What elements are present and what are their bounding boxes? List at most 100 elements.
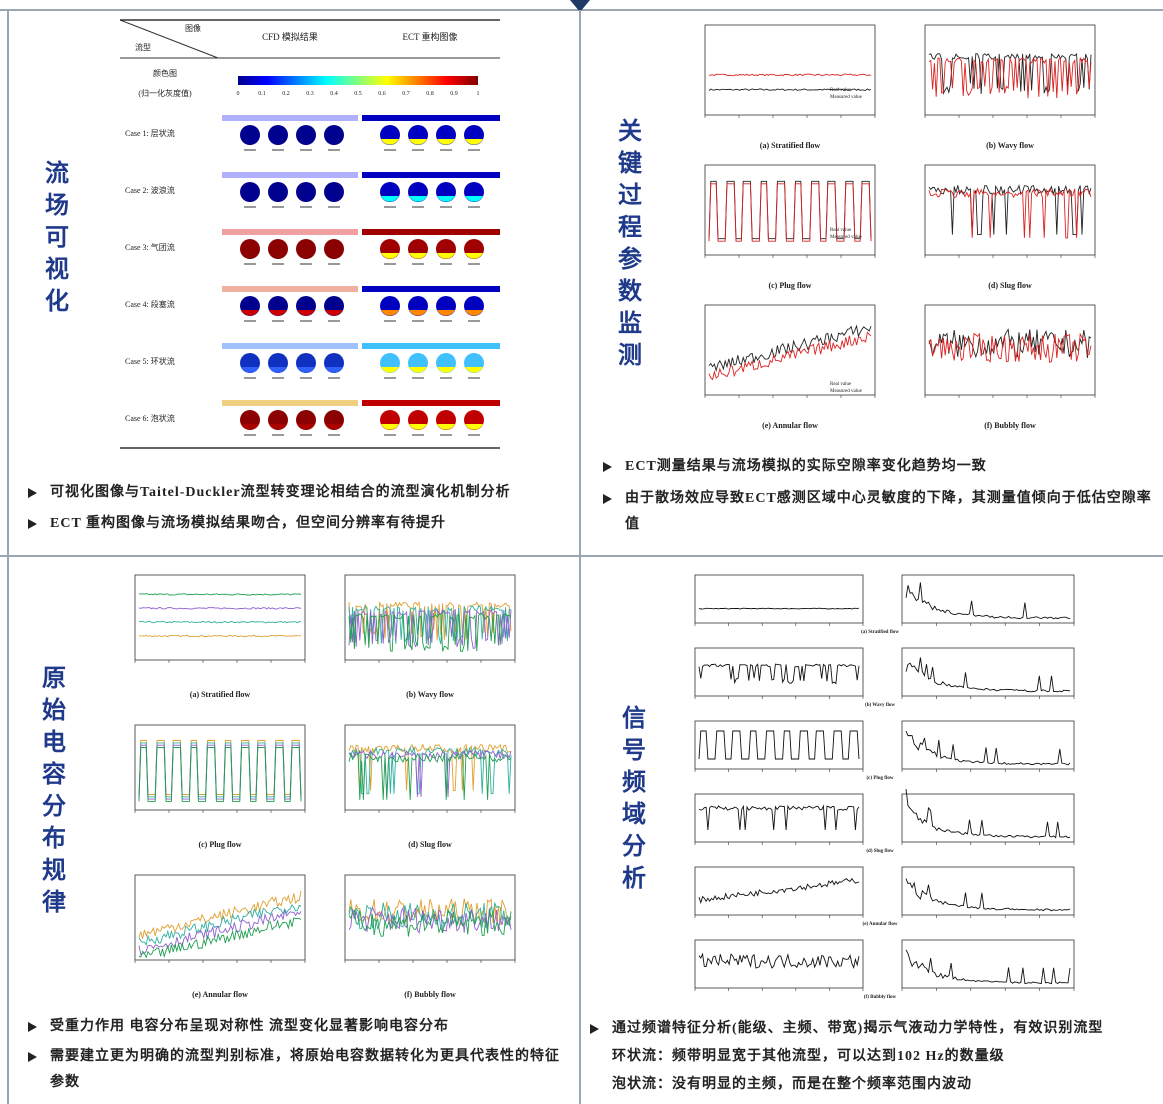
chart-caption: (c) Plug flow: [198, 840, 241, 849]
cross-section-phase: [381, 424, 399, 430]
colorbar-tick: 0.5: [354, 91, 362, 97]
cross-section-phase: [297, 367, 315, 373]
section-title: 流场可视化: [41, 160, 70, 320]
cross-section-caption: [244, 263, 256, 265]
ect-strip: [362, 343, 500, 349]
colorbar: [238, 76, 478, 85]
cross-section-phase: [241, 424, 259, 430]
cross-section-phase: [325, 196, 343, 202]
chart-caption: (d) Slug flow: [408, 840, 452, 849]
cross-section-phase: [465, 424, 483, 430]
chart-caption: (e) Annular flow: [192, 990, 248, 999]
ect-strip: [362, 229, 500, 235]
cross-section-caption: [384, 149, 396, 151]
mini-chart-frame: [695, 794, 863, 842]
cross-section-caption: [440, 320, 452, 322]
chart-caption: (d) Slug flow: [866, 849, 894, 854]
cross-section-caption: [468, 149, 480, 151]
mini-chart-frame: [695, 721, 863, 769]
cross-section-phase: [241, 196, 259, 202]
cross-section-caption: [468, 263, 480, 265]
cross-section-phase: [409, 367, 427, 373]
cross-section-caption: [468, 206, 480, 208]
chart-caption: (a) Stratified flow: [760, 141, 821, 150]
chart-caption: (b) Wavy flow: [865, 703, 895, 708]
case-label: Case 6: 泡状流: [125, 413, 175, 423]
cross-section-caption: [384, 320, 396, 322]
chart-caption: (e) Annular flow: [762, 421, 818, 430]
chart-caption: (e) Annular flow: [863, 922, 898, 927]
cross-section-phase: [269, 139, 287, 145]
cross-section-caption: [468, 320, 480, 322]
case-label: Case 3: 气团流: [125, 242, 175, 252]
bullet: ECT 重构图像与流场模拟结果吻合，但空间分辨率有待提升: [50, 511, 570, 537]
cross-section-caption: [328, 206, 340, 208]
ect-strip: [362, 115, 500, 121]
cross-section-caption: [328, 149, 340, 151]
cross-section-phase: [325, 253, 343, 259]
ect-strip: [362, 400, 500, 406]
mini-chart-frame: [695, 867, 863, 915]
cross-section-caption: [244, 434, 256, 436]
cross-section-caption: [412, 263, 424, 265]
cross-section-caption: [440, 263, 452, 265]
cross-section-caption: [468, 434, 480, 436]
colorbar-tick: 0.4: [330, 91, 338, 97]
cross-section-phase: [381, 367, 399, 373]
cross-section-phase: [409, 310, 427, 316]
cross-section-caption: [440, 149, 452, 151]
colormap-label: 颜色图: [153, 68, 177, 78]
colorbar-tick: 0: [237, 91, 240, 97]
mini-chart-frame: [345, 725, 515, 810]
table-diagonal: [120, 20, 218, 58]
cross-section-phase: [241, 310, 259, 316]
mini-chart-frame: [705, 25, 875, 115]
cross-section-phase: [297, 139, 315, 145]
table-header: ECT 重构图像: [402, 31, 457, 42]
cross-section-phase: [409, 253, 427, 259]
cross-section-caption: [384, 434, 396, 436]
chart-caption: (d) Slug flow: [988, 281, 1032, 290]
ect-strip: [362, 286, 500, 292]
cross-section-phase: [269, 424, 287, 430]
cross-section-phase: [325, 367, 343, 373]
cross-section-phase: [241, 253, 259, 259]
cross-section-phase: [381, 196, 399, 202]
mini-chart-frame: [345, 875, 515, 960]
chart-caption: (f) Bubbly flow: [864, 995, 897, 1000]
colorbar-tick: 0.1: [258, 91, 266, 97]
cross-section-caption: [272, 377, 284, 379]
case-label: Case 1: 层状流: [125, 128, 175, 138]
cfd-strip: [222, 400, 358, 406]
chart-caption: (f) Bubbly flow: [404, 990, 456, 999]
cross-section-phase: [465, 367, 483, 373]
bullet: 可视化图像与Taitel-Duckler流型转变理论相结合的流型演化机制分析: [50, 480, 570, 506]
table-corner: 图像: [185, 23, 201, 33]
cross-section-caption: [384, 263, 396, 265]
colorbar-tick: 0.3: [306, 91, 314, 97]
mini-chart-frame: [902, 867, 1074, 915]
chart-caption: (c) Plug flow: [768, 281, 811, 290]
cross-section-phase: [381, 253, 399, 259]
cross-section-phase: [381, 139, 399, 145]
cross-section-phase: [465, 196, 483, 202]
cross-section-caption: [244, 149, 256, 151]
cross-section-phase: [409, 424, 427, 430]
cross-section-phase: [241, 367, 259, 373]
cross-section-caption: [272, 263, 284, 265]
cross-section-caption: [412, 149, 424, 151]
cross-section-phase: [409, 139, 427, 145]
cross-section-caption: [384, 377, 396, 379]
cross-section-phase: [465, 310, 483, 316]
cross-section-phase: [437, 424, 455, 430]
cross-section-caption: [440, 377, 452, 379]
cross-section-phase: [297, 424, 315, 430]
bullet: 通过频谱特征分析(能级、主频、带宽)揭示气液动力学特性，有效识别流型: [612, 1016, 1162, 1042]
legend-entry: Real value: [830, 88, 852, 93]
cross-section-phase: [437, 367, 455, 373]
colorbar-tick: 0.2: [282, 91, 290, 97]
bullet: ECT测量结果与流场模拟的实际空隙率变化趋势均一致: [625, 454, 1155, 480]
cross-section-phase: [381, 310, 399, 316]
case-label: Case 2: 波浪流: [125, 185, 175, 195]
bullet: 环状流：频带明显宽于其他流型，可以达到102 Hz的数量级: [612, 1044, 1162, 1070]
